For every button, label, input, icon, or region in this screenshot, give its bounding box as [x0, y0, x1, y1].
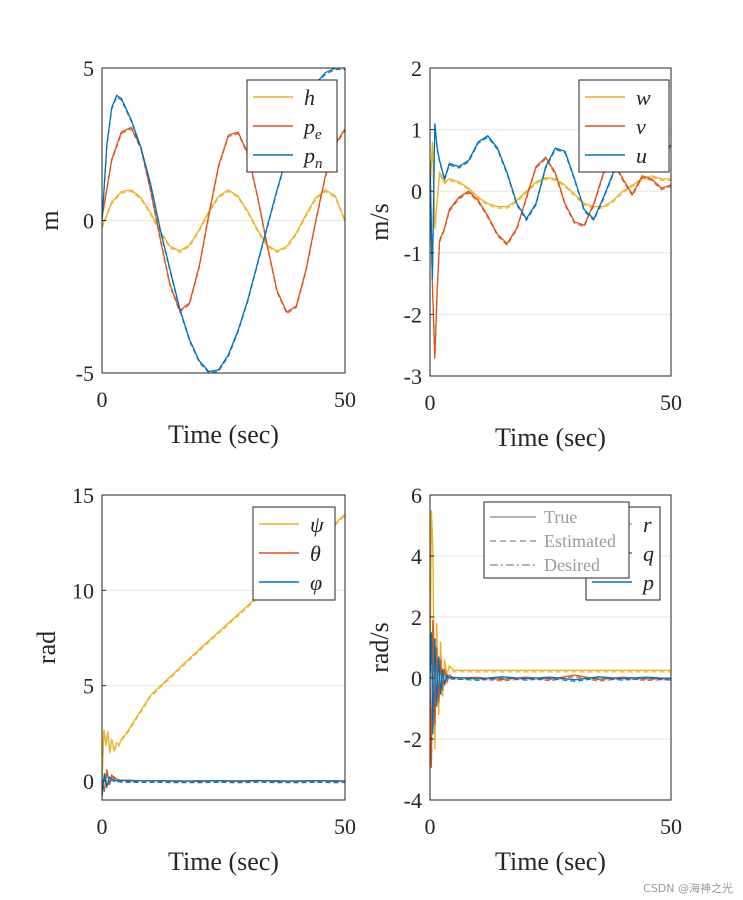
ytick-label: 10: [72, 578, 94, 603]
legend-label-main: u: [636, 143, 647, 168]
legend-label-sub: n: [315, 156, 323, 172]
ytick-label: 0: [411, 666, 422, 691]
chart-velocity: -3 -2 -1 0 1 2 0 50 Time (sec) m/s wvu: [365, 56, 682, 452]
series-p-estimated: [430, 633, 671, 735]
ytick-label: -2: [404, 727, 422, 752]
legend: wvu: [578, 79, 670, 173]
xtick-label: 50: [334, 387, 356, 412]
y-axis-label: rad/s: [365, 622, 394, 673]
ytick-label: -2: [404, 302, 422, 327]
chart-attitude: 0 5 10 15 0 50 Time (sec) rad ψθφ: [32, 483, 356, 876]
style-legend-label-estimated: Estimated: [544, 531, 616, 551]
ytick-label: 0: [83, 769, 94, 794]
legend-label-p_n: pn: [302, 143, 323, 172]
series-h-estimated: [102, 190, 345, 254]
legend-label-psi: ψ: [310, 512, 324, 537]
xtick-label: 0: [97, 387, 108, 412]
series-phi-line: [102, 773, 345, 797]
axes-box: [429, 494, 672, 801]
xtick-label: 50: [334, 814, 356, 839]
legend-label-h: h: [304, 85, 315, 110]
ytick-label: 0: [83, 209, 94, 234]
legend-label-p: p: [641, 570, 654, 595]
legend-label-p_e: pe: [302, 114, 322, 143]
ytick-label: 2: [411, 605, 422, 630]
series-theta-line: [102, 769, 345, 791]
xtick-label: 0: [425, 814, 436, 839]
legend-label-main: h: [304, 85, 315, 110]
ytick-label: 5: [83, 56, 94, 81]
style-legend-label-true: True: [544, 507, 577, 527]
series-group: [430, 123, 671, 360]
legend-label-q: q: [643, 541, 654, 566]
series-w-line: [430, 141, 671, 229]
legend-label-main: w: [636, 85, 651, 110]
legend-label-v: v: [636, 114, 646, 139]
xtick-label: 50: [660, 814, 682, 839]
legend-label-w: w: [636, 85, 651, 110]
series-group: [102, 513, 345, 798]
style-legend-label-desired: Desired: [544, 555, 600, 575]
series-q-estimated: [430, 621, 671, 769]
axes-box: [429, 67, 672, 377]
x-axis-label: Time (sec): [168, 420, 279, 449]
ytick-label: 4: [411, 544, 422, 569]
legend-label-r: r: [643, 512, 652, 537]
legend-label-main: θ: [310, 541, 321, 566]
y-axis-label: rad: [32, 631, 61, 664]
series-q-line: [430, 619, 671, 767]
series-p-line: [430, 632, 671, 733]
chart-rates: -4 -2 0 2 4 6 0 50 Time (sec) rad/s rqp True Estimat…: [365, 483, 682, 876]
ytick-label: 5: [83, 674, 94, 699]
style-legend: True Estimated Desired: [483, 501, 630, 579]
ytick-label: -5: [76, 361, 94, 386]
legend: ψθφ: [252, 506, 336, 601]
legend-label-main: v: [636, 114, 646, 139]
legend-label-sub: e: [315, 127, 322, 143]
legend-label-theta: θ: [310, 541, 321, 566]
ytick-label: -3: [404, 364, 422, 389]
axes-box: [101, 494, 346, 801]
legend-label-main: ψ: [310, 512, 324, 537]
legend-label-main: φ: [310, 570, 322, 595]
legend-label-main: q: [643, 541, 654, 566]
legend-label-main: r: [643, 512, 652, 537]
ytick-label: 1: [411, 118, 422, 143]
series-w-estimated: [430, 143, 671, 230]
series-psi-line: [102, 513, 345, 781]
ytick-label: 15: [72, 483, 94, 508]
y-axis-label: m: [35, 210, 64, 230]
x-axis-label: Time (sec): [168, 847, 279, 876]
ytick-label: -4: [404, 788, 422, 813]
legend-label-u: u: [636, 143, 647, 168]
y-axis-label: m/s: [365, 203, 394, 241]
xtick-label: 50: [660, 390, 682, 415]
watermark: CSDN @海神之光: [643, 881, 733, 895]
legend-label-main: p: [302, 143, 315, 168]
ytick-label: 0: [411, 179, 422, 204]
x-axis-label: Time (sec): [495, 847, 606, 876]
xtick-label: 0: [425, 390, 436, 415]
series-v-line: [430, 156, 671, 358]
xtick-label: 0: [97, 814, 108, 839]
ytick-label: 6: [411, 483, 422, 508]
legend-label-phi: φ: [310, 570, 322, 595]
series-group: [430, 510, 671, 769]
ytick-label: 2: [411, 56, 422, 81]
ytick-label: -1: [404, 241, 422, 266]
legend-label-main: p: [302, 114, 315, 139]
x-axis-label: Time (sec): [495, 423, 606, 452]
series-phi-estimated: [102, 774, 345, 798]
legend-label-main: p: [641, 570, 654, 595]
series-h-line: [102, 189, 345, 252]
